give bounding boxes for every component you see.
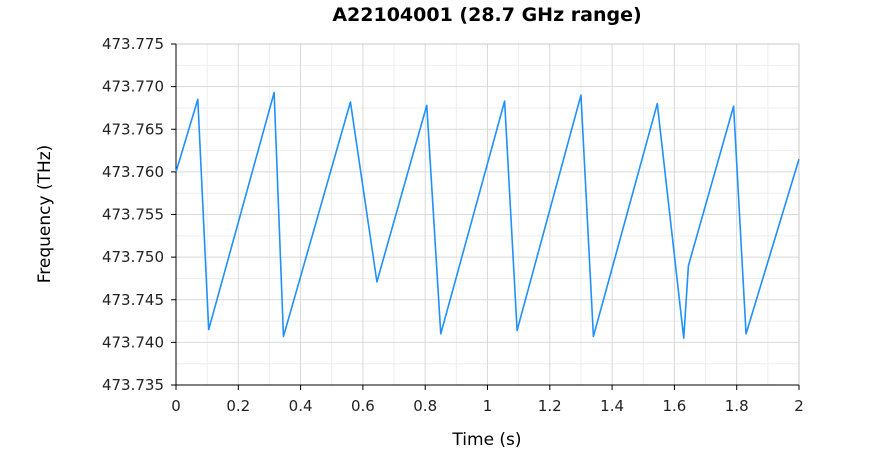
series-layer xyxy=(175,91,800,339)
y-tick-label: 473.740 xyxy=(102,333,164,351)
x-tick-label: 0.6 xyxy=(351,397,375,415)
major-grid xyxy=(176,44,799,385)
y-axis-label: Frequency (THz) xyxy=(35,145,55,284)
x-tick-label: 0.4 xyxy=(289,397,313,415)
y-tick-label: 473.750 xyxy=(102,248,164,266)
y-tick-label: 473.770 xyxy=(102,78,164,96)
y-tick-label: 473.760 xyxy=(102,163,164,181)
y-tick-label: 473.765 xyxy=(102,120,164,138)
x-tick-label: 1.2 xyxy=(538,397,562,415)
x-tick-label: 0.8 xyxy=(413,397,437,415)
y-axis-ticks: 473.735 473.740 473.745 473.750 473.755 473.7… xyxy=(102,35,176,394)
y-tick-label: 473.745 xyxy=(102,291,164,309)
x-tick-label: 1 xyxy=(483,397,493,415)
x-tick-label: 1.4 xyxy=(600,397,624,415)
x-tick-label: 0 xyxy=(171,397,181,415)
x-tick-label: 2 xyxy=(794,397,804,415)
chart-title: A22104001 (28.7 GHz range) xyxy=(332,4,641,26)
y-tick-label: 473.775 xyxy=(102,35,164,53)
x-tick-label: 0.2 xyxy=(226,397,250,415)
series-line xyxy=(175,91,800,339)
x-tick-label: 1.8 xyxy=(725,397,749,415)
y-tick-label: 473.755 xyxy=(102,206,164,224)
x-tick-label: 1.6 xyxy=(662,397,686,415)
y-tick-label: 473.735 xyxy=(102,376,164,394)
x-axis-ticks: 0 0.2 0.4 0.6 0.8 1 1.2 1.4 1.6 1.8 2 xyxy=(171,385,804,415)
x-axis-label: Time (s) xyxy=(451,430,521,450)
